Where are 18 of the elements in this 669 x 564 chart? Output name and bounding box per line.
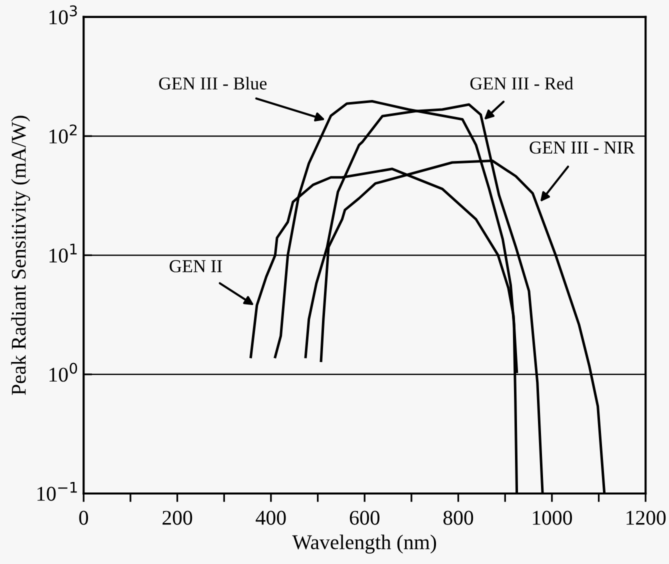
x-tick-label: 1200 xyxy=(626,510,666,525)
x-tick-label: 400 xyxy=(256,510,286,525)
y-tick-label: 10$^{0}$ xyxy=(50,362,78,382)
x-tick-label: 200 xyxy=(162,510,192,525)
x-tick-label: 600 xyxy=(350,510,380,525)
x-axis-title: Wavelength (nm) xyxy=(292,534,436,554)
y-tick-label: 10$^{3}$ xyxy=(50,5,77,24)
annotation: GEN III - NIR xyxy=(530,142,635,154)
x-tick-label: 800 xyxy=(443,510,474,525)
x-tick-label: 1000 xyxy=(532,510,572,525)
y-axis-title: Peak Radiant Sensitivity (mA/W) xyxy=(11,116,30,395)
annotation: GEN III - Blue xyxy=(159,76,267,90)
y-tick-label: 10$^{2}$ xyxy=(50,124,77,144)
y-tick-label: 10$^{−1}$ xyxy=(37,482,77,501)
annotation: GEN III - Red xyxy=(470,76,574,90)
y-tick-label: 10$^{1}$ xyxy=(50,244,77,263)
x-tick-label: 0 xyxy=(79,510,88,525)
annotation: GEN II xyxy=(170,260,222,272)
